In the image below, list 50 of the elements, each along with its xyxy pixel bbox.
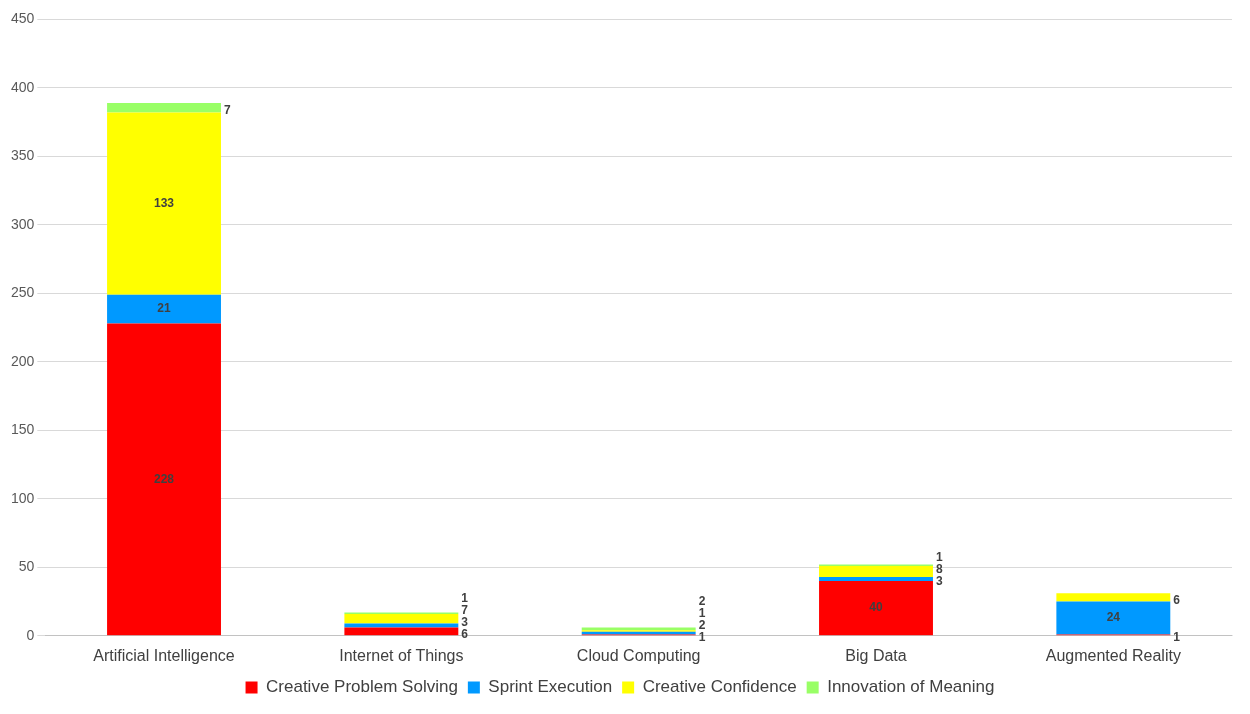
bar <box>107 112 221 295</box>
data-label: 2 <box>698 618 706 633</box>
data-label: 1 <box>935 550 943 565</box>
y-tick-label: 300 <box>11 215 35 232</box>
legend-label: Innovation of Meaning <box>827 677 995 697</box>
y-tick-label: 350 <box>11 147 35 164</box>
data-label: 21 <box>157 301 172 316</box>
x-tick-label: Artificial Intelligence <box>93 646 235 664</box>
y-tick-label: 200 <box>11 352 35 369</box>
x-tick-label: Internet of Things <box>339 646 464 664</box>
data-label: 1 <box>698 630 706 645</box>
data-label: 24 <box>1106 610 1121 625</box>
data-label: 2 <box>698 594 706 609</box>
x-tick-label: Augmented Reality <box>1045 646 1181 664</box>
legend-label: Sprint Execution <box>488 677 613 697</box>
y-tick-label: 450 <box>11 10 35 27</box>
bar <box>107 102 221 113</box>
bar <box>819 565 933 577</box>
data-label: 1 <box>698 606 706 621</box>
data-label: 40 <box>869 600 883 615</box>
y-tick-label: 250 <box>11 284 35 301</box>
x-tick-label: Big Data <box>845 646 907 664</box>
data-label: 1 <box>1173 630 1181 645</box>
data-label: 6 <box>1173 592 1181 607</box>
y-tick-label: 150 <box>11 421 35 438</box>
bar <box>1056 593 1171 602</box>
y-tick-label: 100 <box>11 489 35 506</box>
data-label: 7 <box>223 103 231 118</box>
data-label: 7 <box>461 602 469 617</box>
bar <box>344 627 459 636</box>
legend-label: Creative Confidence <box>642 677 797 697</box>
data-label: 3 <box>935 574 943 589</box>
data-label: 3 <box>461 614 469 629</box>
data-label: 8 <box>935 562 943 577</box>
x-tick-label: Cloud Computing <box>576 646 701 664</box>
bar <box>1056 601 1171 635</box>
bar <box>819 581 933 636</box>
data-label: 133 <box>154 195 175 210</box>
data-label: 6 <box>461 626 469 641</box>
y-tick-label: 0 <box>26 626 35 643</box>
y-tick-label: 50 <box>18 558 35 575</box>
bar <box>107 294 221 324</box>
bar <box>344 613 459 624</box>
data-label: 1 <box>461 590 469 605</box>
y-tick-label: 400 <box>11 78 35 95</box>
legend-label: Creative Problem Solving <box>266 677 458 697</box>
data-label: 228 <box>154 471 175 486</box>
bar <box>107 323 221 636</box>
bar <box>819 576 933 582</box>
bar <box>344 623 459 628</box>
